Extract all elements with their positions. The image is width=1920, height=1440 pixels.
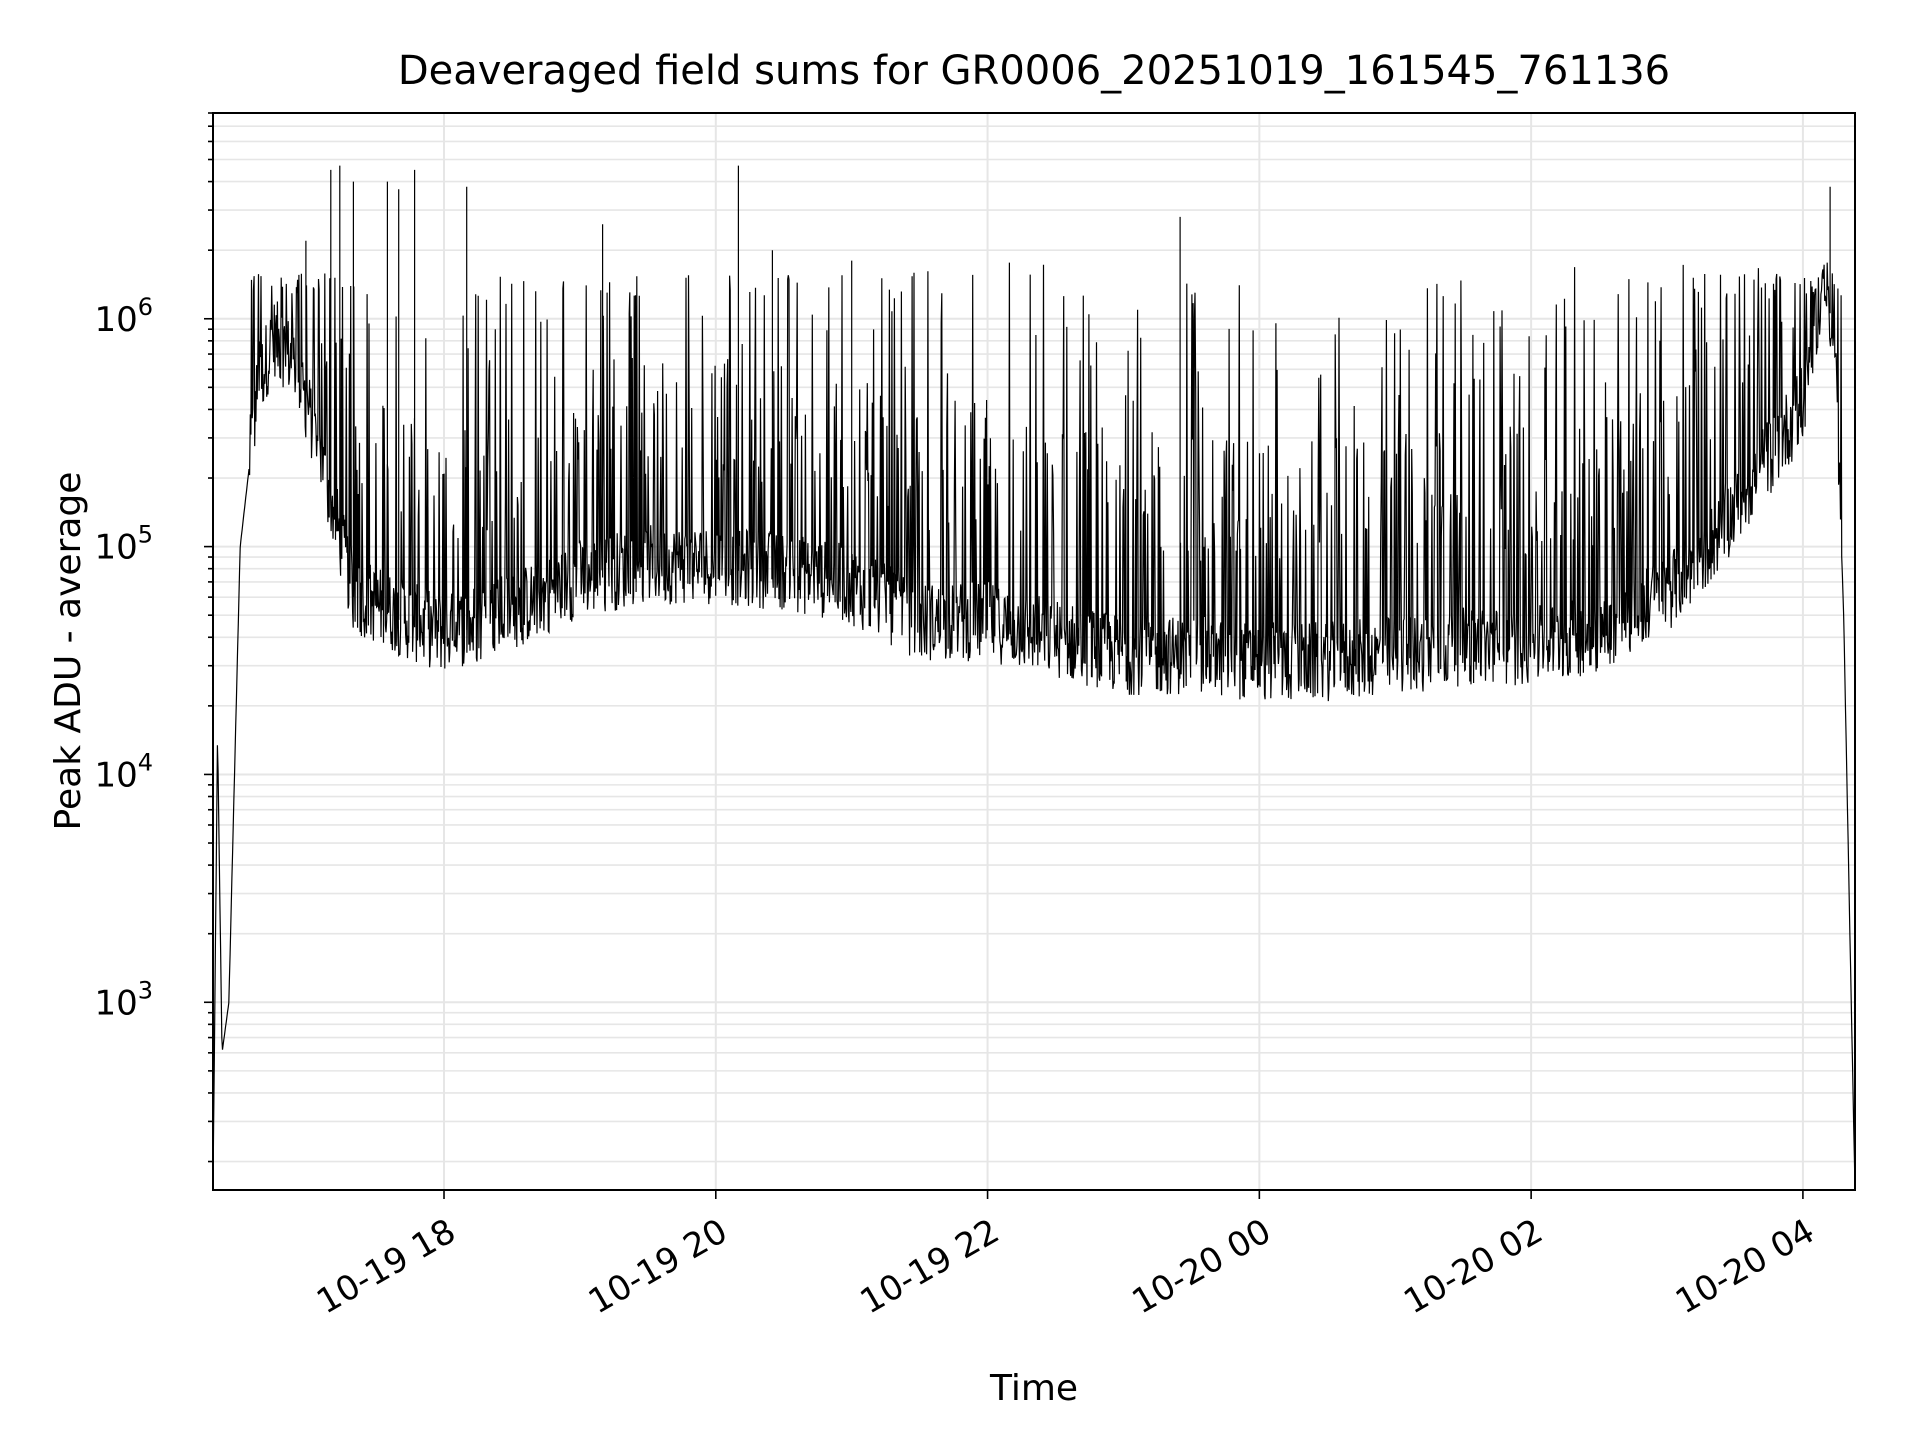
y-tick-label: 106 [94, 293, 153, 340]
y-axis-label: Peak ADU - average [48, 472, 89, 831]
x-tick-label: 10-19 20 [582, 1211, 734, 1322]
chart-title: Deaveraged field sums for GR0006_2025101… [398, 48, 1670, 94]
x-tick-label: 10-20 04 [1669, 1211, 1821, 1322]
plot-frame [212, 112, 1856, 1191]
x-axis-label: Time [989, 1368, 1078, 1409]
series-line [213, 165, 1855, 1190]
x-tick-label: 10-19 22 [854, 1211, 1006, 1322]
x-tick-label: 10-20 00 [1125, 1211, 1277, 1322]
x-tick-label: 10-19 18 [310, 1211, 462, 1322]
plot-area [213, 165, 1855, 1190]
x-axis: 10-19 18 10-19 20 10-19 22 10-20 00 10-20 02… [310, 1190, 1821, 1322]
grid [213, 112, 1855, 1190]
y-tick-label: 103 [94, 976, 153, 1023]
x-tick-label: 10-20 02 [1397, 1211, 1549, 1322]
y-tick-label: 105 [94, 521, 153, 568]
y-axis: 103 104 105 106 [94, 112, 213, 1163]
y-tick-label: 104 [94, 748, 153, 795]
